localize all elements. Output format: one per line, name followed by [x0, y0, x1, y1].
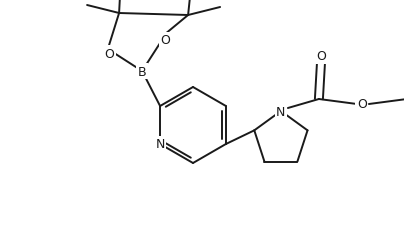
Text: O: O	[104, 47, 114, 60]
Text: N: N	[156, 138, 165, 151]
Text: B: B	[138, 65, 146, 78]
Text: O: O	[160, 34, 170, 47]
Text: O: O	[316, 50, 326, 63]
Text: O: O	[357, 98, 367, 111]
Text: N: N	[276, 105, 286, 118]
